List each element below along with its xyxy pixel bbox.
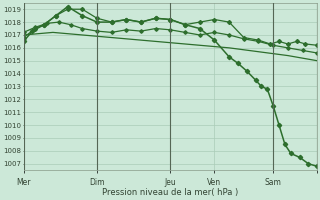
X-axis label: Pression niveau de la mer( hPa ): Pression niveau de la mer( hPa )	[102, 188, 238, 197]
